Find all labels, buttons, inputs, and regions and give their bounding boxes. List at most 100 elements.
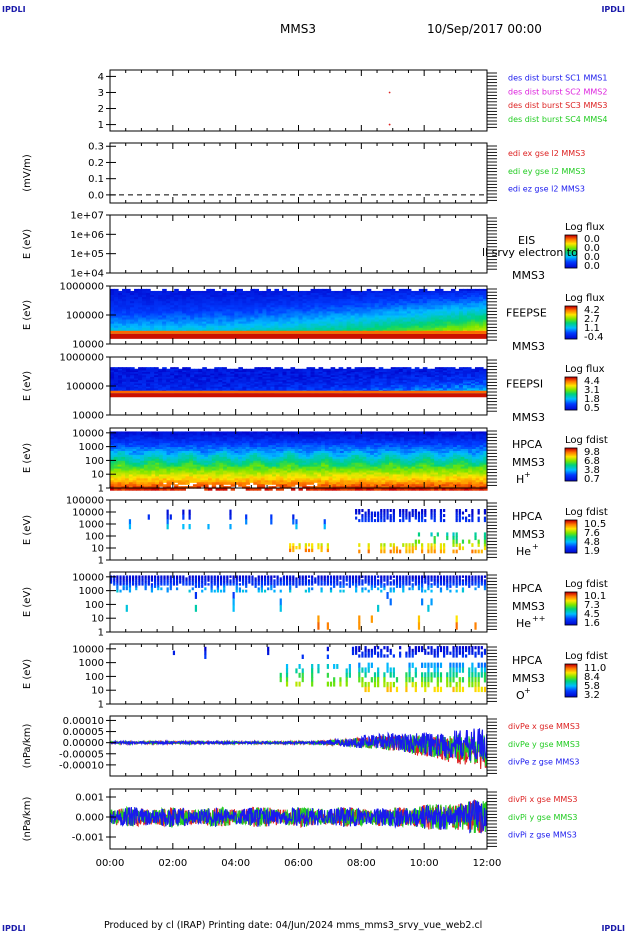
- hpca-o-panel-ytick: 10000: [72, 644, 104, 655]
- eis-panel-spacecraft-label: MMS3: [512, 269, 545, 282]
- hpca-o-panel-colorbar-tick: 11.0: [584, 663, 606, 674]
- eis-panel-right-ticks: [487, 217, 497, 270]
- divpe-panel-ytick: 0.00000: [63, 738, 104, 749]
- edi-panel-right-ticks: [487, 145, 497, 201]
- hpca-he2-panel-ytick: 1000: [79, 586, 104, 597]
- edi-panel-ylabel: (mV/m): [22, 154, 33, 192]
- hpca-he-panel-right-ticks: [487, 502, 497, 558]
- eis-panel-frame: [109, 214, 488, 274]
- burst-panel-right-ticks: [487, 72, 497, 128]
- eis-panel-colorbar-tick: 0.0: [584, 252, 600, 263]
- hpca-h-panel-ytick: 10: [91, 470, 104, 481]
- hpca-he-panel-colorbar-tick: 10.5: [584, 519, 606, 530]
- feepsi-panel-ytick: 100000: [66, 382, 104, 393]
- feepsi-panel-spacecraft-label: MMS3: [512, 411, 545, 424]
- edi-panel-legend-entry: edi ey gse l2 MMS3: [508, 167, 586, 176]
- feepse-panel-ytick: 1000000: [59, 282, 104, 293]
- hpca-he2-panel-colorbar-tick: 7.3: [584, 600, 600, 611]
- edi-panel-ytick: 0.0: [88, 190, 104, 201]
- divpe-panel-ylabel: (nPa/km): [22, 724, 33, 769]
- hpca-o-panel-ytick: 1: [98, 700, 104, 711]
- hpca-h-panel-ylabel: E (eV): [22, 443, 33, 473]
- hpca-h-panel-ytick: 1000: [79, 442, 104, 453]
- hpca-he-panel-colorbar-tick: 1.9: [584, 546, 600, 557]
- burst-panel-ytick: 2: [98, 104, 104, 115]
- hpca-o-panel-colorbar-title: Log fdist: [565, 651, 608, 662]
- hpca-he-panel-ytick: 100: [85, 532, 104, 543]
- corner-mark-bottom-left: IPDLI: [2, 924, 26, 933]
- hpca-he-panel-colorbar-tick: 7.6: [584, 528, 600, 539]
- feepsi-panel-ytick: 10000: [72, 411, 104, 422]
- hpca-he-panel-colorbar: [564, 519, 578, 554]
- divpe-panel-ytick: 0.00010: [63, 716, 104, 727]
- hpca-he-panel-colorbar-tick: 4.8: [584, 537, 600, 548]
- hpca-he-panel-ytick: 1: [98, 556, 104, 567]
- hpca-he-panel-species-charge: +: [532, 542, 539, 551]
- eis-panel-ylabel: E (eV): [22, 229, 33, 259]
- feepsi-panel-colorbar-title: Log flux: [565, 364, 605, 375]
- feepse-panel-colorbar-tick: -0.4: [584, 332, 604, 343]
- hpca-o-panel-spacecraft-label: MMS3: [512, 672, 545, 685]
- hpca-h-panel-instrument-label: HPCA: [512, 438, 543, 451]
- edi-panel-ytick: 0.3: [88, 142, 104, 153]
- feepse-panel-spectrogram: [110, 288, 488, 339]
- divpe-panel-ytick: -0.00005: [59, 749, 104, 760]
- hpca-he-panel-ytick: 1000: [79, 520, 104, 531]
- hpca-h-panel-ytick: 100: [85, 456, 104, 467]
- time-axis-tick: 08:00: [347, 858, 376, 869]
- divpi-panel-legend-entry: divPi x gse MMS3: [508, 795, 577, 804]
- hpca-h-panel-colorbar-tick: 3.8: [584, 465, 600, 476]
- eis-panel-colorbar-tick: 0.0: [584, 261, 600, 272]
- hpca-h-panel-ytick: 10000: [72, 428, 104, 439]
- hpca-o-panel-ytick: 1000: [79, 658, 104, 669]
- hpca-he2-panel-ylabel: E (eV): [22, 587, 33, 617]
- feepse-panel-colorbar-tick: 2.7: [584, 314, 600, 325]
- divpe-panel-series-z: [110, 728, 487, 762]
- hpca-he-panel-species-label: He: [516, 545, 531, 558]
- footer-credit: Produced by cl (IRAP) Printing date: 04/…: [104, 920, 483, 931]
- hpca-he-panel-spectrogram: [128, 509, 487, 554]
- hpca-he-panel-ytick: 10000: [72, 508, 104, 519]
- feepse-panel-ytick: 100000: [66, 311, 104, 322]
- divpi-panel-ytick: 0.001: [75, 793, 104, 804]
- burst-panel-legend-entry: des dist burst SC2 MMS2: [508, 87, 607, 96]
- time-axis-tick: 04:00: [221, 858, 250, 869]
- time-axis-tick: 12:00: [473, 858, 502, 869]
- divpe-panel-ytick: -0.00010: [59, 760, 104, 771]
- hpca-h-panel-species-charge: +: [524, 470, 531, 479]
- hpca-o-panel-ytick: 10: [91, 686, 104, 697]
- hpca-o-panel-species-charge: +: [524, 686, 531, 695]
- divpe-panel-legend-entry: divPe y gse MMS3: [508, 740, 580, 749]
- hpca-he-panel-spacecraft-label: MMS3: [512, 528, 545, 541]
- hpca-o-panel-ylabel: E (eV): [22, 659, 33, 689]
- feepse-panel-ytick: 10000: [72, 340, 104, 351]
- eis-overlay-text: ll srvy electron to: [482, 246, 578, 259]
- divpi-panel-ytick: -0.001: [72, 833, 104, 844]
- hpca-o-panel-right-ticks: [487, 646, 497, 702]
- eis-panel-colorbar-tick: 0.0: [584, 234, 600, 245]
- hpca-he2-panel-instrument-label: HPCA: [512, 582, 543, 595]
- feepsi-panel-colorbar: [564, 376, 578, 411]
- hpca-he2-panel-ytick: 10: [91, 614, 104, 625]
- hpca-he2-panel-spectrogram: [110, 575, 487, 630]
- hpca-o-panel-spectrogram: [172, 646, 487, 693]
- eis-panel-colorbar-tick: 0.0: [584, 243, 600, 254]
- eis-panel-colorbar: [564, 234, 578, 269]
- divpe-panel-right-ticks: [487, 718, 497, 774]
- divpi-panel-ytick: 0.000: [75, 813, 104, 824]
- burst-panel-frame: [109, 69, 488, 132]
- hpca-he2-panel-ytick: 1: [98, 628, 104, 639]
- time-axis-tick: 00:00: [96, 858, 125, 869]
- feepse-panel-ylabel: E (eV): [22, 300, 33, 330]
- time-axis-tick: 10:00: [410, 858, 439, 869]
- hpca-h-panel-species-label: H: [516, 473, 524, 486]
- feepse-panel-colorbar: [564, 305, 578, 340]
- feepsi-panel-colorbar-tick: 1.8: [584, 394, 600, 405]
- feepsi-panel-colorbar-tick: 3.1: [584, 385, 600, 396]
- feepsi-panel-ytick: 1000000: [59, 353, 104, 364]
- edi-panel-frame: [109, 142, 488, 204]
- divpi-panel-ylabel: (nPa/km): [22, 797, 33, 842]
- corner-mark-top-left: IPDLI: [2, 5, 26, 14]
- burst-panel-legend-entry: des dist burst SC4 MMS4: [508, 115, 607, 124]
- time-axis-tick: 06:00: [284, 858, 313, 869]
